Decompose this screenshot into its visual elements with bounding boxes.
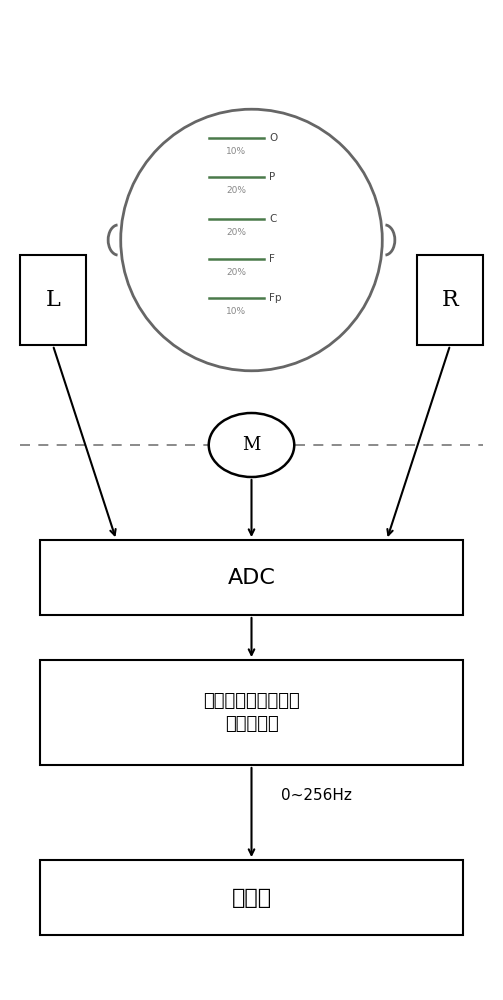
Text: R: R [442, 289, 459, 311]
Text: C: C [269, 214, 277, 224]
Text: P: P [269, 172, 275, 182]
Text: 处理器: 处理器 [231, 888, 272, 908]
Text: M: M [242, 436, 261, 454]
Text: 0~256Hz: 0~256Hz [282, 788, 352, 802]
Bar [40, 540, 463, 615]
Bar [417, 255, 483, 345]
Text: F: F [269, 254, 275, 264]
Text: 滤波器（滤除工频干
扰和高频）: 滤波器（滤除工频干 扰和高频） [203, 692, 300, 733]
Bar [20, 255, 86, 345]
Text: 10%: 10% [226, 147, 246, 156]
Text: Fp: Fp [269, 293, 282, 303]
Text: L: L [45, 289, 60, 311]
Text: ADC: ADC [227, 568, 276, 587]
Bar [40, 660, 463, 765]
Text: O: O [269, 133, 277, 143]
Text: 20%: 20% [226, 268, 246, 277]
Text: 20%: 20% [226, 228, 246, 237]
Text: 10%: 10% [226, 307, 246, 316]
Ellipse shape [209, 413, 294, 477]
Text: 20%: 20% [226, 186, 246, 195]
Bar [40, 860, 463, 935]
